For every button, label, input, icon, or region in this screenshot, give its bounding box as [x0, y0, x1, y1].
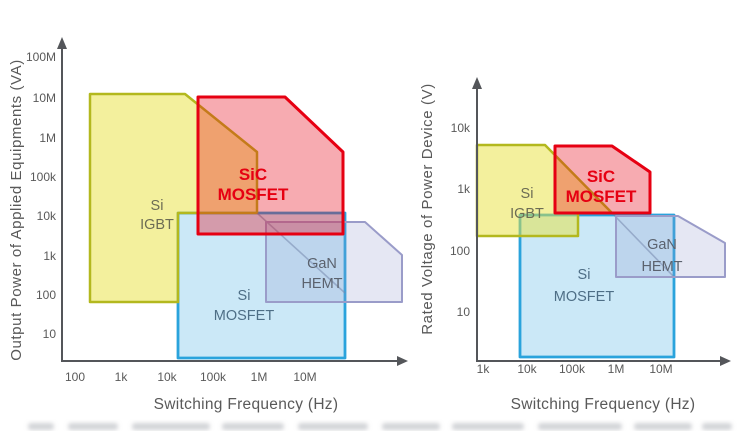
left-y-tick: 100	[36, 288, 56, 302]
left-gan-hemt-label-line1: GaN	[307, 256, 337, 272]
right-sic-mosfet-label-line2: MOSFET	[566, 187, 637, 206]
right-si-mosfet-label-line1: Si	[578, 267, 591, 283]
blurred-caption-fragment	[538, 423, 622, 430]
right-y-axis-title: Rated Voltage of Power Device (V)	[419, 83, 436, 335]
right-chart: 10k 1k 100 10 1k 10k 100k 1M 10M Switchi…	[419, 77, 731, 413]
left-sic-mosfet-label-line1: SiC	[239, 165, 267, 184]
left-y-tick: 10M	[33, 91, 56, 105]
right-si-igbt-label-line1: Si	[521, 186, 534, 202]
blurred-caption-fragment	[68, 423, 118, 430]
left-chart: 100M 10M 1M 100k 10k 1k 100 10 100 1k 10…	[8, 37, 408, 413]
right-sic-mosfet-label-line1: SiC	[587, 167, 615, 186]
blurred-caption-fragment	[702, 423, 732, 430]
left-si-mosfet-label-line1: Si	[238, 288, 251, 304]
blurred-caption-fragment	[222, 423, 284, 430]
right-gan-hemt-region	[615, 215, 726, 278]
blurred-caption-fragment	[28, 423, 54, 430]
right-y-tick: 10k	[451, 121, 471, 135]
right-si-igbt-label-line2: IGBT	[510, 206, 544, 222]
blurred-caption-fragment	[452, 423, 524, 430]
right-y-tick: 1k	[457, 182, 471, 196]
left-y-tick: 10k	[37, 209, 57, 223]
right-x-tick: 100k	[559, 362, 586, 376]
right-gan-hemt-label-line1: GaN	[647, 237, 677, 253]
right-y-tick: 10	[457, 305, 471, 319]
left-sic-mosfet-region	[196, 95, 345, 236]
right-frontier-line	[611, 212, 675, 278]
left-y-tick: 100M	[26, 50, 56, 64]
right-gan-hemt-label-line2: HEMT	[641, 259, 682, 275]
left-si-mosfet-region	[176, 211, 347, 360]
right-x-axis-title: Switching Frequency (Hz)	[511, 396, 696, 413]
left-y-axis-title: Output Power of Applied Equipments (VA)	[8, 59, 25, 361]
blurred-caption-fragment	[298, 423, 368, 430]
blurred-caption-fragment	[132, 423, 210, 430]
left-si-igbt-label-line2: IGBT	[140, 217, 174, 233]
left-x-tick: 10M	[293, 370, 316, 384]
left-si-igbt-label-line1: Si	[151, 198, 164, 214]
right-y-axis-arrow	[472, 77, 482, 89]
left-x-tick: 1k	[115, 370, 129, 384]
right-x-tick: 1M	[608, 362, 625, 376]
left-x-axis-arrow	[397, 356, 408, 366]
right-y-tick: 100	[450, 244, 470, 258]
left-y-tick: 10	[43, 327, 57, 341]
left-y-axis-arrow	[57, 37, 67, 49]
left-x-tick: 100	[65, 370, 85, 384]
left-y-tick: 1k	[43, 249, 57, 263]
right-x-tick: 10M	[649, 362, 672, 376]
blurred-caption-fragment	[634, 423, 692, 430]
blurred-caption-fragment	[382, 423, 440, 430]
left-sic-mosfet-label-line2: MOSFET	[218, 185, 289, 204]
left-x-tick: 100k	[200, 370, 227, 384]
left-frontier-line	[256, 212, 346, 294]
right-si-mosfet-label-line2: MOSFET	[554, 289, 615, 305]
left-gan-hemt-label-line2: HEMT	[301, 276, 342, 292]
left-gan-hemt-region	[265, 221, 403, 303]
right-x-tick: 1k	[477, 362, 491, 376]
left-y-tick: 1M	[39, 131, 56, 145]
cropped-caption-blur-row	[28, 423, 732, 430]
right-x-tick: 10k	[517, 362, 537, 376]
left-x-axis-title: Switching Frequency (Hz)	[154, 396, 339, 413]
left-y-tick: 100k	[30, 170, 57, 184]
left-si-mosfet-label-line2: MOSFET	[214, 308, 275, 324]
right-x-axis-arrow	[720, 356, 731, 366]
right-sic-mosfet-region	[553, 144, 652, 215]
left-x-tick: 1M	[251, 370, 268, 384]
left-x-tick: 10k	[157, 370, 177, 384]
